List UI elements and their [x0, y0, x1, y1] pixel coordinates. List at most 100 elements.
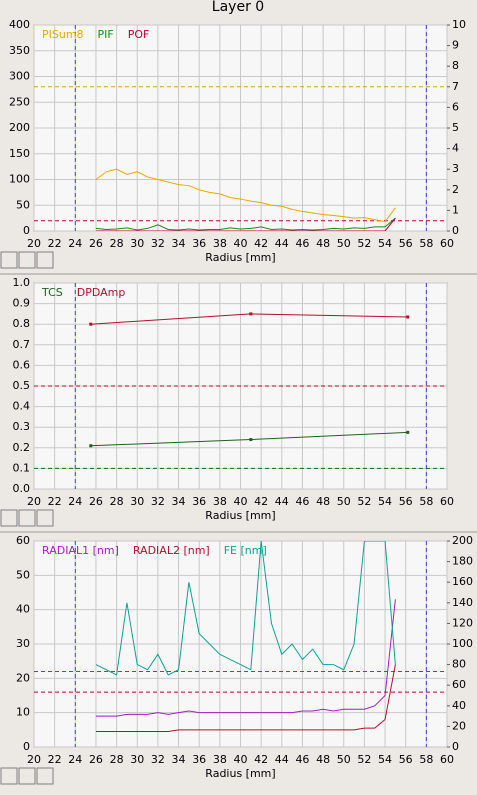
- x-tick-label: 26: [89, 237, 103, 250]
- y2-tick-label: 60: [452, 678, 466, 691]
- toolbar-button[interactable]: [0, 509, 18, 527]
- x-tick-label: 22: [48, 237, 62, 250]
- x-tick-label: 20: [27, 753, 41, 766]
- x-tick-label: 34: [172, 495, 186, 508]
- y-tick-label: 0.4: [13, 400, 31, 413]
- x-tick-label: 36: [192, 495, 206, 508]
- x-tick-label: 54: [378, 495, 392, 508]
- x-tick-label: 60: [440, 753, 454, 766]
- x-tick-label: 46: [295, 495, 309, 508]
- x-tick-label: 42: [254, 237, 268, 250]
- x-tick-label: 28: [110, 495, 124, 508]
- y2-tick-label: 6: [452, 100, 459, 113]
- legend-entry: DPDAmp: [77, 286, 126, 299]
- x-tick-label: 50: [337, 753, 351, 766]
- y-tick-label: 40: [16, 603, 30, 616]
- series-line: [95, 664, 396, 733]
- y-tick-label: 20: [16, 671, 30, 684]
- y2-tick-label: 2: [452, 183, 459, 196]
- x-tick-label: 26: [89, 753, 103, 766]
- y-tick-label: 100: [9, 173, 30, 186]
- x-tick-label: 34: [172, 753, 186, 766]
- x-tick-label: 46: [295, 237, 309, 250]
- x-tick-label: 40: [234, 495, 248, 508]
- x-tick-label: 22: [48, 753, 62, 766]
- x-tick-label: 52: [357, 237, 371, 250]
- y-tick-label: 400: [9, 18, 30, 31]
- x-tick-label: 20: [27, 237, 41, 250]
- toolbar-button[interactable]: [18, 509, 36, 527]
- y2-tick-label: 0: [452, 224, 459, 237]
- x-tick-label: 32: [151, 495, 165, 508]
- y-tick-label: 150: [9, 147, 30, 160]
- x-tick-label: 38: [213, 237, 227, 250]
- y2-tick-label: 0: [452, 740, 459, 753]
- toolbar-button[interactable]: [36, 251, 54, 269]
- x-tick-label: 56: [399, 237, 413, 250]
- y-tick-label: 0.0: [13, 482, 31, 495]
- legend-entry: POF: [128, 28, 150, 41]
- y-tick-label: 0.5: [13, 379, 31, 392]
- y2-tick-label: 10: [452, 18, 466, 31]
- toolbar-button[interactable]: [0, 251, 18, 269]
- x-tick-label: 32: [151, 237, 165, 250]
- x-tick-label: 54: [378, 237, 392, 250]
- y2-tick-label: 20: [452, 719, 466, 732]
- x-tick-label: 24: [68, 495, 82, 508]
- y2-tick-label: 40: [452, 699, 466, 712]
- toolbar-button[interactable]: [18, 251, 36, 269]
- y2-tick-label: 9: [452, 39, 459, 52]
- point-marker: [406, 315, 410, 319]
- toolbar-button[interactable]: [0, 767, 18, 785]
- y2-tick-label: 1: [452, 203, 459, 216]
- y2-tick-label: 3: [452, 162, 459, 175]
- y-tick-label: 0.1: [13, 461, 31, 474]
- y-tick-label: 0: [23, 740, 30, 753]
- x-tick-label: 42: [254, 753, 268, 766]
- point-marker: [249, 312, 253, 316]
- point-marker: [89, 322, 93, 326]
- x-tick-label: 44: [275, 753, 289, 766]
- y2-tick-label: 8: [452, 59, 459, 72]
- x-tick-label: 26: [89, 495, 103, 508]
- y-tick-label: 200: [9, 121, 30, 134]
- y-tick-label: 0.3: [13, 420, 31, 433]
- toolbar-button[interactable]: [18, 767, 36, 785]
- page-title: Layer 0: [212, 0, 264, 15]
- x-tick-label: 40: [234, 753, 248, 766]
- point-marker: [406, 430, 410, 434]
- x-tick-label: 60: [440, 495, 454, 508]
- x-tick-label: 24: [68, 237, 82, 250]
- x-tick-label: 30: [130, 495, 144, 508]
- y-tick-label: 0.7: [13, 338, 31, 351]
- x-tick-label: 22: [48, 495, 62, 508]
- toolbar-button[interactable]: [36, 767, 54, 785]
- x-tick-label: 28: [110, 753, 124, 766]
- y-tick-label: 0.8: [13, 317, 31, 330]
- x-tick-label: 58: [419, 753, 433, 766]
- y-tick-label: 0.2: [13, 441, 31, 454]
- x-tick-label: 30: [130, 237, 144, 250]
- y-tick-label: 50: [16, 568, 30, 581]
- x-tick-label: 24: [68, 753, 82, 766]
- y2-tick-label: 80: [452, 658, 466, 671]
- x-tick-label: 46: [295, 753, 309, 766]
- x-axis-label: Radius [mm]: [205, 509, 275, 522]
- y-tick-label: 10: [16, 706, 30, 719]
- y-tick-label: 60: [16, 534, 30, 547]
- x-axis-label: Radius [mm]: [205, 767, 275, 780]
- x-tick-label: 48: [316, 237, 330, 250]
- x-tick-label: 58: [419, 495, 433, 508]
- y2-tick-label: 160: [452, 575, 473, 588]
- legend-entry: FE [nm]: [224, 544, 267, 557]
- toolbar-button[interactable]: [36, 509, 54, 527]
- legend-entry: RADIAL1 [nm]: [42, 544, 119, 557]
- legend-entry: TCS: [41, 286, 63, 299]
- legend-entry: PIF: [98, 28, 114, 41]
- x-tick-label: 38: [213, 753, 227, 766]
- x-tick-label: 38: [213, 495, 227, 508]
- x-tick-label: 60: [440, 237, 454, 250]
- x-tick-label: 50: [337, 495, 351, 508]
- x-tick-label: 54: [378, 753, 392, 766]
